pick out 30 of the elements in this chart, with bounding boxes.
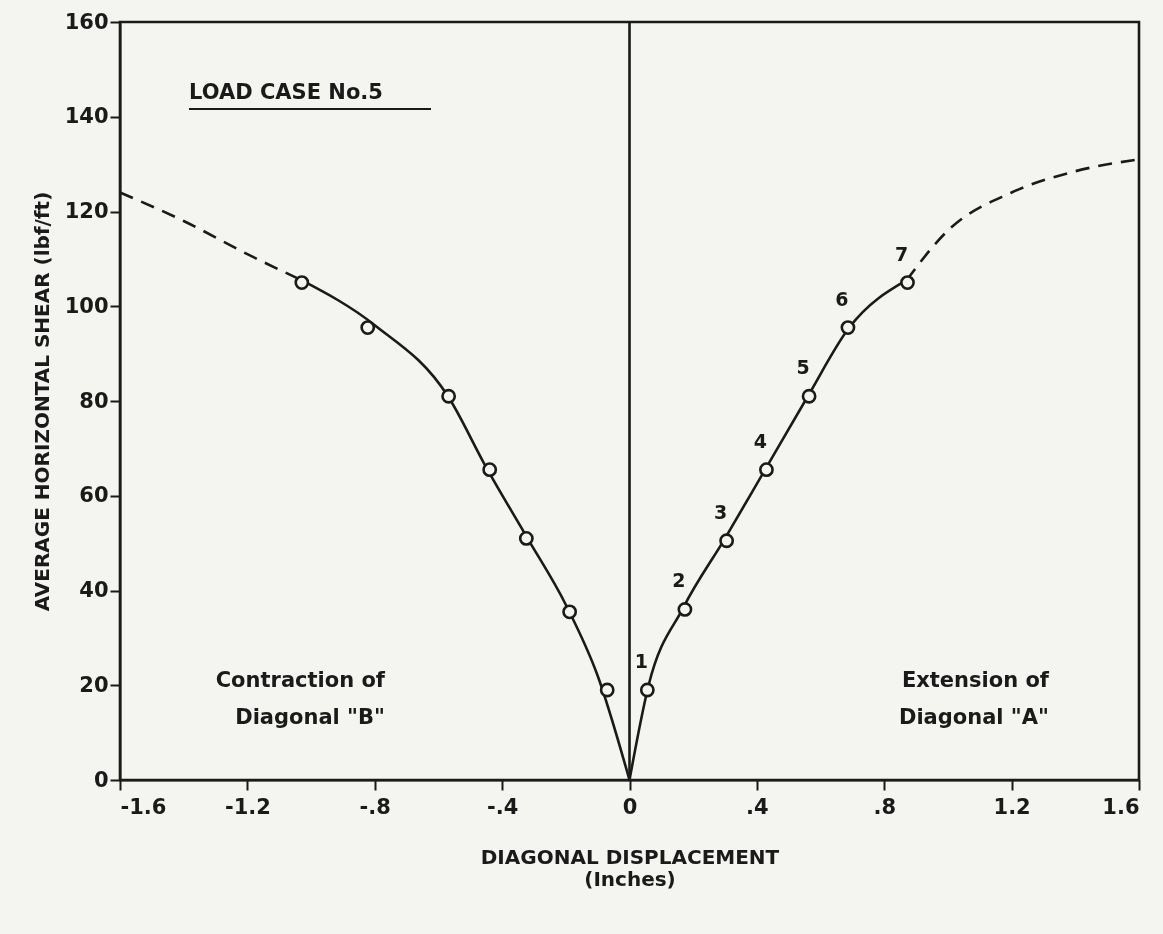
annotation: 1 <box>634 649 648 672</box>
x-tick-label: -1.2 <box>224 794 271 819</box>
y-tick-label: 40 <box>79 578 109 602</box>
annotation: Contraction of Diagonal "B" <box>215 668 386 729</box>
x-axis-title: DIAGONAL DISPLACEMENT (Inches) <box>480 844 780 891</box>
annotation: 5 <box>796 356 810 379</box>
annotation: 3 <box>714 500 728 523</box>
y-tick-label: 60 <box>79 483 109 508</box>
annotation: 4 <box>753 429 768 452</box>
x-tick-label: -.8 <box>359 794 391 819</box>
annotation: 2 <box>672 569 686 592</box>
y-tick-label: 0 <box>93 767 109 792</box>
x-tick-label: 1.2 <box>993 794 1031 819</box>
y-tick-label: 80 <box>79 388 109 413</box>
x-tick-label: .4 <box>746 794 769 819</box>
annotation: 6 <box>835 287 849 310</box>
y-tick-label: 20 <box>79 672 109 697</box>
annotation: LOAD CASE No.5 <box>189 80 383 104</box>
x-tick-label: 0 <box>622 794 638 819</box>
y-axis-title: AVERAGE HORIZONTAL SHEAR (lbf/ft) <box>29 191 54 612</box>
x-tick-label: .8 <box>873 794 897 819</box>
annotation: Extension of Diagonal "A" <box>898 668 1050 729</box>
x-tick-label: 1.6 <box>1102 794 1140 819</box>
y-tick-label: 160 <box>64 9 109 34</box>
y-tick-label: 100 <box>64 293 109 318</box>
y-tick-label: 120 <box>64 199 109 223</box>
x-tick-label: -1.6 <box>120 794 167 819</box>
x-tick-label: -.4 <box>486 794 519 819</box>
annotation: 7 <box>894 242 909 265</box>
y-tick-label: 140 <box>64 104 109 129</box>
